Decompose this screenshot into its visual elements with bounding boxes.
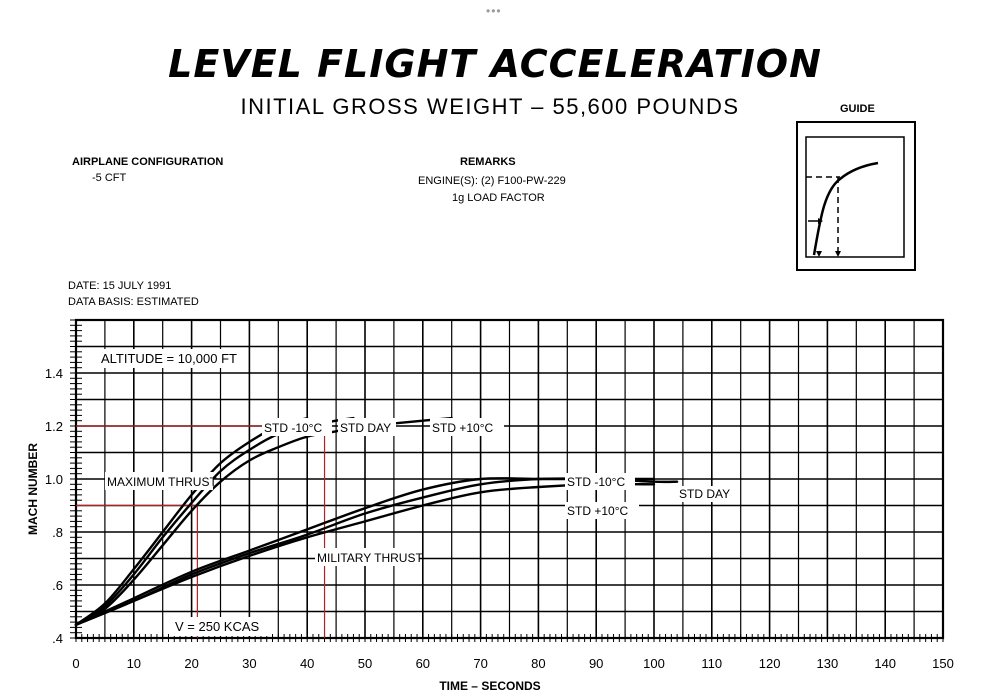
- x-tick-label: 60: [416, 656, 430, 671]
- chart-series: [74, 416, 679, 626]
- x-tick-label: 140: [874, 656, 896, 671]
- x-tick-label: 130: [817, 656, 839, 671]
- guide-arrowhead-right: [818, 218, 823, 224]
- series-line-6: [74, 482, 656, 626]
- x-tick-label: 110: [701, 656, 722, 671]
- chart-ticks: 0 10 20 30 40 50 60 70 80 90 100 110 120 130 140 150 .4.…: [45, 366, 954, 671]
- config-value: -5 CFT: [92, 172, 127, 184]
- speed-annotation: V = 250 KCAS: [175, 619, 260, 634]
- x-tick-label: 120: [759, 656, 781, 671]
- max-std-plus10-label: STD +10°C: [432, 421, 493, 435]
- max-thrust-annotation: MAXIMUM THRUST: [107, 475, 217, 489]
- mil-thrust-annotation: MILITARY THRUST: [317, 551, 423, 565]
- y-tick-label: .8: [52, 525, 63, 540]
- x-axis-label: TIME – SECONDS: [439, 679, 540, 693]
- guide-arrowhead-down-2: [835, 251, 841, 257]
- x-tick-label: 100: [643, 656, 665, 671]
- mil-std-day-label: STD DAY: [679, 487, 730, 501]
- x-tick-label: 30: [242, 656, 256, 671]
- page-title: LEVEL FLIGHT ACCELERATION: [168, 42, 822, 86]
- page-subtitle: INITIAL GROSS WEIGHT – 55,600 POUNDS: [240, 94, 740, 119]
- y-tick-label: 1.0: [45, 472, 63, 487]
- max-std-day-label: STD DAY: [340, 421, 391, 435]
- window-handle-dots: •••: [486, 4, 502, 18]
- guide-curve: [812, 161, 879, 256]
- x-tick-label: 20: [184, 656, 198, 671]
- chart-date: DATE: 15 JULY 1991: [68, 280, 172, 292]
- y-axis-label: MACH NUMBER: [26, 443, 40, 535]
- mil-std-minus10-label: STD -10°C: [567, 475, 625, 489]
- altitude-annotation: ALTITUDE = 10,000 FT: [101, 351, 237, 366]
- guide-label: GUIDE: [840, 103, 875, 115]
- x-tick-label: 50: [358, 656, 372, 671]
- y-tick-label: .4: [52, 631, 63, 646]
- chart-data-basis: DATA BASIS: ESTIMATED: [68, 296, 199, 308]
- x-tick-label: 150: [932, 656, 954, 671]
- remarks-label: REMARKS: [460, 156, 516, 168]
- remarks-load-factor: 1g LOAD FACTOR: [452, 192, 545, 204]
- x-tick-label: 10: [127, 656, 141, 671]
- series-line-2: [74, 416, 355, 626]
- y-tick-label: 1.4: [45, 366, 63, 381]
- max-std-minus10-label: STD -10°C: [264, 421, 322, 435]
- remarks-engines: ENGINE(S): (2) F100-PW-229: [418, 175, 566, 187]
- y-tick-label: 1.2: [45, 419, 63, 434]
- x-tick-label: 90: [589, 656, 603, 671]
- guide-arrowhead-down-1: [816, 251, 822, 257]
- chart-grid: [70, 318, 945, 642]
- x-tick-label: 40: [300, 656, 314, 671]
- series-line-3: [74, 416, 453, 626]
- guide-diagram: [796, 121, 916, 271]
- config-label: AIRPLANE CONFIGURATION: [72, 156, 224, 168]
- x-tick-label: 70: [473, 656, 487, 671]
- guide-inner-frame: [805, 136, 905, 258]
- y-tick-label: .6: [52, 578, 63, 593]
- mil-std-plus10-label: STD +10°C: [567, 504, 628, 518]
- x-tick-label: 80: [531, 656, 545, 671]
- x-tick-label: 0: [72, 656, 79, 671]
